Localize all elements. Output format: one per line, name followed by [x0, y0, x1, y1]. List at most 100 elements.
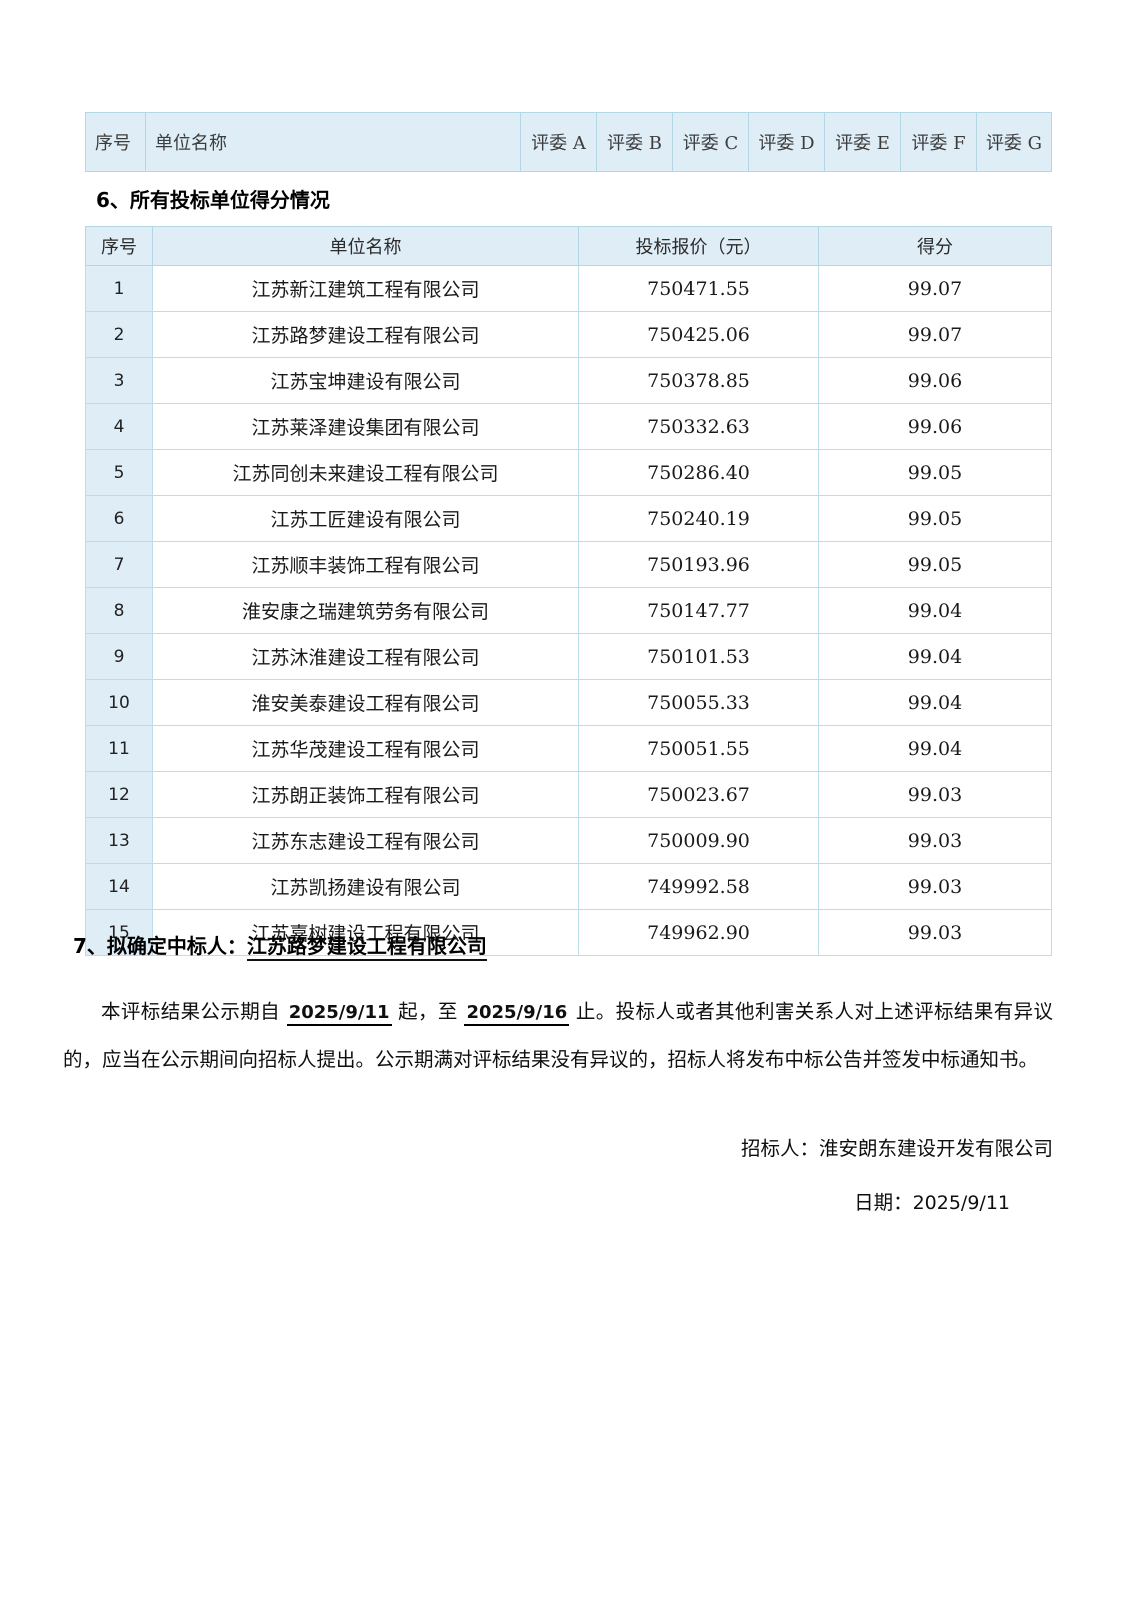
cell-score: 99.06 [818, 403, 1052, 450]
cell-price: 750332.63 [578, 403, 819, 450]
cell-company: 淮安康之瑞建筑劳务有限公司 [152, 587, 579, 634]
cell-price: 750193.96 [578, 541, 819, 588]
cell-score: 99.03 [818, 817, 1052, 864]
table-row: 2 江苏路梦建设工程有限公司 750425.06 99.07 [85, 311, 1052, 358]
table-row: 9 江苏沐淮建设工程有限公司 750101.53 99.04 [85, 633, 1052, 680]
notice-lead: 本评标结果公示期自 [101, 999, 281, 1023]
cell-company: 江苏华茂建设工程有限公司 [152, 725, 579, 772]
table-row: 10 淮安美泰建设工程有限公司 750055.33 99.04 [85, 679, 1052, 726]
cell-seq: 14 [85, 863, 153, 910]
cell-seq: 9 [85, 633, 153, 680]
notice-mid: 起，至 [398, 999, 458, 1023]
table-row: 6 江苏工匠建设有限公司 750240.19 99.05 [85, 495, 1052, 542]
table-row: 14 江苏凯扬建设有限公司 749992.58 99.03 [85, 863, 1052, 910]
cell-score: 99.05 [818, 541, 1052, 588]
col-header-score: 得分 [818, 226, 1052, 266]
col-header-judge-e: 评委 E [824, 112, 901, 172]
table-row: 8 淮安康之瑞建筑劳务有限公司 750147.77 99.04 [85, 587, 1052, 634]
cell-company: 江苏工匠建设有限公司 [152, 495, 579, 542]
cell-seq: 15 [85, 909, 153, 956]
col-header-judge-b: 评委 B [596, 112, 673, 172]
cell-company: 江苏路梦建设工程有限公司 [152, 311, 579, 358]
winner-company-name: 江苏路梦建设工程有限公司 [246, 934, 487, 961]
col-header-price: 投标报价（元） [578, 226, 819, 266]
cell-price: 750055.33 [578, 679, 819, 726]
cell-score: 99.04 [818, 633, 1052, 680]
table-row: 13 江苏东志建设工程有限公司 750009.90 99.03 [85, 817, 1052, 864]
cell-price: 749962.90 [578, 909, 819, 956]
cell-seq: 2 [85, 311, 153, 358]
section6-heading: 6、所有投标单位得分情况 [96, 188, 330, 212]
section7-heading: 7、拟确定中标人：江苏路梦建设工程有限公司 [73, 930, 487, 961]
cell-score: 99.05 [818, 495, 1052, 542]
cell-price: 750286.40 [578, 449, 819, 496]
publicity-notice-paragraph: 本评标结果公示期自 2025/9/11 起，至 2025/9/16 止。投标人或… [63, 988, 1053, 1083]
cell-seq: 5 [85, 449, 153, 496]
cell-company: 江苏同创未来建设工程有限公司 [152, 449, 579, 496]
table-row: 4 江苏莱泽建设集团有限公司 750332.63 99.06 [85, 403, 1052, 450]
table-row: 5 江苏同创未来建设工程有限公司 750286.40 99.05 [85, 449, 1052, 496]
cell-company: 江苏宝坤建设有限公司 [152, 357, 579, 404]
cell-price: 750101.53 [578, 633, 819, 680]
cell-price: 750051.55 [578, 725, 819, 772]
bid-score-table: 序号 单位名称 投标报价（元） 得分 1 江苏新江建筑工程有限公司 750471… [85, 226, 1052, 956]
section7-label: 7、拟确定中标人： [73, 934, 247, 958]
publicity-start-date: 2025/9/11 [286, 1001, 392, 1026]
table-row: 15 江苏嘉树建设工程有限公司 749962.90 99.03 [85, 909, 1052, 956]
cell-price: 750009.90 [578, 817, 819, 864]
cell-seq: 10 [85, 679, 153, 726]
cell-price: 750378.85 [578, 357, 819, 404]
cell-score: 99.04 [818, 725, 1052, 772]
col-header-seq: 序号 [85, 112, 146, 172]
cell-score: 99.05 [818, 449, 1052, 496]
table-row: 7 江苏顺丰装饰工程有限公司 750193.96 99.05 [85, 541, 1052, 588]
col-header-seq: 序号 [85, 226, 153, 266]
cell-seq: 1 [85, 265, 153, 312]
cell-price: 750240.19 [578, 495, 819, 542]
cell-company: 江苏沐淮建设工程有限公司 [152, 633, 579, 680]
table-row: 11 江苏华茂建设工程有限公司 750051.55 99.04 [85, 725, 1052, 772]
date-value: 2025/9/11 [912, 1192, 1010, 1214]
cell-seq: 3 [85, 357, 153, 404]
cell-company: 淮安美泰建设工程有限公司 [152, 679, 579, 726]
cell-score: 99.04 [818, 679, 1052, 726]
date-label: 日期： [854, 1191, 913, 1214]
cell-score: 99.07 [818, 265, 1052, 312]
cell-score: 99.03 [818, 863, 1052, 910]
col-header-company: 单位名称 [145, 112, 521, 172]
cell-score: 99.04 [818, 587, 1052, 634]
cell-company: 江苏东志建设工程有限公司 [152, 817, 579, 864]
col-header-judge-a: 评委 A [520, 112, 597, 172]
publicity-end-date: 2025/9/16 [464, 1001, 570, 1026]
col-header-judge-c: 评委 C [672, 112, 749, 172]
cell-seq: 6 [85, 495, 153, 542]
notice-tail: 止。投标人或者其他利害关系人对上述评标结果有异议的，应当在公示期间向招标人提出。… [63, 999, 1054, 1071]
col-header-judge-f: 评委 F [900, 112, 977, 172]
cell-seq: 11 [85, 725, 153, 772]
cell-company: 江苏凯扬建设有限公司 [152, 863, 579, 910]
cell-score: 99.03 [818, 771, 1052, 818]
evaluator-columns-table: 序号 单位名称 评委 A 评委 B 评委 C 评委 D 评委 E 评委 F 评委… [85, 112, 1052, 172]
cell-seq: 13 [85, 817, 153, 864]
table-header-row: 序号 单位名称 投标报价（元） 得分 [85, 226, 1052, 266]
table-row: 12 江苏朗正装饰工程有限公司 750023.67 99.03 [85, 771, 1052, 818]
cell-price: 750147.77 [578, 587, 819, 634]
cell-company: 江苏莱泽建设集团有限公司 [152, 403, 579, 450]
col-header-company: 单位名称 [152, 226, 579, 266]
col-header-judge-g: 评委 G [976, 112, 1052, 172]
cell-score: 99.06 [818, 357, 1052, 404]
table-header-row: 序号 单位名称 评委 A 评委 B 评委 C 评委 D 评委 E 评委 F 评委… [85, 112, 1052, 172]
cell-company: 江苏顺丰装饰工程有限公司 [152, 541, 579, 588]
cell-price: 750023.67 [578, 771, 819, 818]
col-header-judge-d: 评委 D [748, 112, 825, 172]
cell-price: 750425.06 [578, 311, 819, 358]
cell-price: 750471.55 [578, 265, 819, 312]
cell-seq: 7 [85, 541, 153, 588]
date-signature-line: 日期：2025/9/11 [854, 1186, 1010, 1215]
cell-score: 99.07 [818, 311, 1052, 358]
table-row: 3 江苏宝坤建设有限公司 750378.85 99.06 [85, 357, 1052, 404]
cell-seq: 4 [85, 403, 153, 450]
tenderer-signature-line: 招标人：淮安朗东建设开发有限公司 [740, 1137, 1053, 1160]
table-row: 1 江苏新江建筑工程有限公司 750471.55 99.07 [85, 265, 1052, 312]
